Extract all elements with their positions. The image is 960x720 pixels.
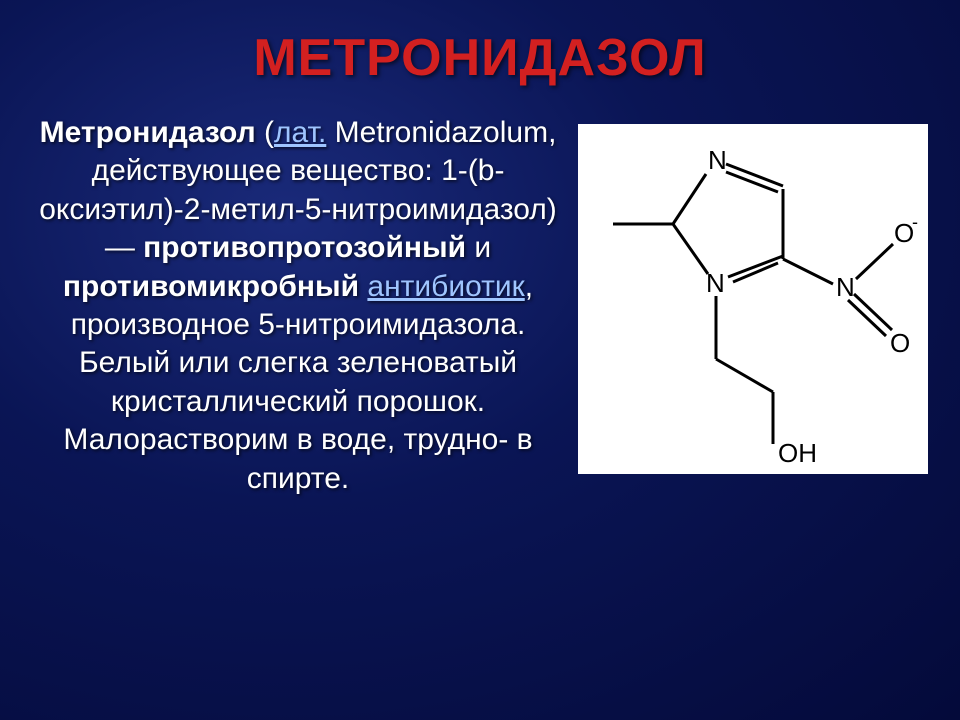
ring-bonds	[726, 164, 783, 282]
body-part4: , производное 5-нитроимидазола. Белый ил…	[63, 270, 533, 495]
slide: МЕТРОНИДАЗОЛ Метронидазол (лат. Metronid…	[0, 0, 960, 720]
atom-o-double: O	[890, 328, 910, 358]
chemical-structure: N N	[578, 124, 928, 474]
atom-n-top: N	[708, 145, 727, 175]
latin-name: Metronidazolum	[326, 116, 548, 149]
body-part3: и	[466, 231, 491, 264]
body-text: Метронидазол (лат. Metronidazolum, дейст…	[38, 114, 558, 498]
o-minus-charge: -	[912, 212, 918, 232]
content-row: Метронидазол (лат. Metronidazolum, дейст…	[38, 114, 922, 498]
chain-bonds	[716, 296, 773, 444]
molecule-svg: N N	[578, 124, 928, 474]
ring-bonds-2	[613, 174, 708, 274]
bold-microbial: противомикробный	[63, 270, 359, 303]
drug-name-bold: Метронидазол	[40, 116, 256, 149]
atom-oh: OH	[778, 438, 817, 468]
paren-open: (	[256, 116, 274, 149]
latin-link[interactable]: лат.	[274, 116, 326, 149]
antibiotic-link[interactable]: антибиотик	[367, 270, 524, 303]
nitro-bonds	[783, 259, 833, 284]
atom-n-ring: N	[706, 268, 725, 298]
atom-n-nitro: N	[836, 272, 855, 302]
structure-column: N N	[578, 114, 928, 474]
slide-title: МЕТРОНИДАЗОЛ	[38, 28, 922, 88]
bold-protozoal: противопротозойный	[143, 231, 466, 264]
